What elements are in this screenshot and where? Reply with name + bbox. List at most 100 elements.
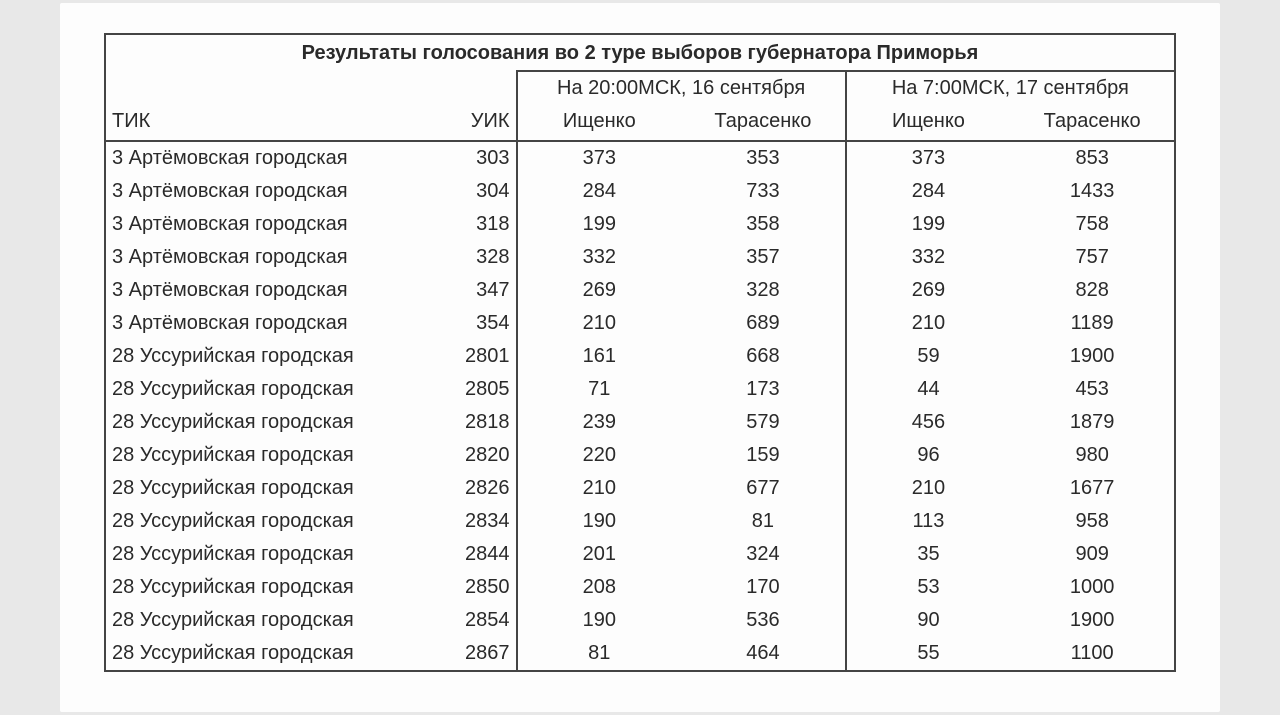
table-cell: 536 [681, 604, 846, 637]
col-tik: ТИК [105, 105, 434, 141]
table-cell: 3 Артёмовская городская [105, 274, 434, 307]
table-cell: 28 Уссурийская городская [105, 406, 434, 439]
table-cell: 354 [434, 307, 516, 340]
document-sheet: Результаты голосования во 2 туре выборов… [60, 3, 1220, 712]
table-cell: 3 Артёмовская городская [105, 307, 434, 340]
table-cell: 190 [517, 505, 682, 538]
table-cell: 35 [846, 538, 1011, 571]
col-g1b: Тарасенко [681, 105, 846, 141]
blank-header [105, 71, 434, 105]
table-cell: 373 [846, 141, 1011, 175]
table-cell: 161 [517, 340, 682, 373]
table-cell: 332 [846, 241, 1011, 274]
results-table: Результаты голосования во 2 туре выборов… [104, 33, 1176, 672]
table-cell: 332 [517, 241, 682, 274]
table-cell: 173 [681, 373, 846, 406]
table-cell: 269 [846, 274, 1011, 307]
table-cell: 347 [434, 274, 516, 307]
table-cell: 328 [434, 241, 516, 274]
group2-header: На 7:00МСК, 17 сентября [846, 71, 1175, 105]
table-cell: 3 Артёмовская городская [105, 175, 434, 208]
table-cell: 757 [1010, 241, 1175, 274]
table-cell: 28 Уссурийская городская [105, 439, 434, 472]
table-cell: 199 [517, 208, 682, 241]
table-cell: 328 [681, 274, 846, 307]
table-cell: 190 [517, 604, 682, 637]
table-cell: 909 [1010, 538, 1175, 571]
table-cell: 59 [846, 340, 1011, 373]
table-row: 3 Артёмовская городская318199358199758 [105, 208, 1175, 241]
table-row: 28 Уссурийская городская2850208170531000 [105, 571, 1175, 604]
table-cell: 2805 [434, 373, 516, 406]
table-cell: 304 [434, 175, 516, 208]
table-cell: 208 [517, 571, 682, 604]
table-cell: 113 [846, 505, 1011, 538]
table-cell: 55 [846, 637, 1011, 671]
table-cell: 71 [517, 373, 682, 406]
table-cell: 2850 [434, 571, 516, 604]
table-cell: 210 [517, 307, 682, 340]
table-cell: 90 [846, 604, 1011, 637]
table-row: 28 Уссурийская городская286781464551100 [105, 637, 1175, 671]
table-cell: 2801 [434, 340, 516, 373]
table-cell: 2820 [434, 439, 516, 472]
table-cell: 3 Артёмовская городская [105, 208, 434, 241]
table-cell: 1433 [1010, 175, 1175, 208]
table-cell: 733 [681, 175, 846, 208]
table-cell: 980 [1010, 439, 1175, 472]
table-row: 28 Уссурийская городская28057117344453 [105, 373, 1175, 406]
table-title: Результаты голосования во 2 туре выборов… [105, 34, 1175, 71]
table-cell: 210 [846, 472, 1011, 505]
table-cell: 284 [846, 175, 1011, 208]
table-cell: 28 Уссурийская городская [105, 472, 434, 505]
table-row: 28 Уссурийская городская2801161668591900 [105, 340, 1175, 373]
table-cell: 1100 [1010, 637, 1175, 671]
table-cell: 1879 [1010, 406, 1175, 439]
table-cell: 159 [681, 439, 846, 472]
blank-header [434, 71, 516, 105]
table-cell: 303 [434, 141, 516, 175]
table-cell: 353 [681, 141, 846, 175]
col-g2b: Тарасенко [1010, 105, 1175, 141]
table-row: 3 Артёмовская городская303373353373853 [105, 141, 1175, 175]
table-cell: 357 [681, 241, 846, 274]
table-cell: 269 [517, 274, 682, 307]
table-row: 3 Артёмовская городская328332357332757 [105, 241, 1175, 274]
table-cell: 579 [681, 406, 846, 439]
table-cell: 210 [846, 307, 1011, 340]
table-cell: 358 [681, 208, 846, 241]
table-cell: 53 [846, 571, 1011, 604]
table-cell: 324 [681, 538, 846, 571]
table-cell: 453 [1010, 373, 1175, 406]
table-cell: 199 [846, 208, 1011, 241]
table-cell: 81 [681, 505, 846, 538]
table-cell: 2844 [434, 538, 516, 571]
table-row: 3 Артёмовская городская3542106892101189 [105, 307, 1175, 340]
group1-header: На 20:00МСК, 16 сентября [517, 71, 846, 105]
table-cell: 2834 [434, 505, 516, 538]
table-cell: 689 [681, 307, 846, 340]
table-cell: 1900 [1010, 604, 1175, 637]
table-row: 28 Уссурийская городская2854190536901900 [105, 604, 1175, 637]
table-cell: 220 [517, 439, 682, 472]
table-cell: 456 [846, 406, 1011, 439]
table-cell: 2854 [434, 604, 516, 637]
table-cell: 28 Уссурийская городская [105, 571, 434, 604]
table-cell: 81 [517, 637, 682, 671]
table-cell: 28 Уссурийская городская [105, 637, 434, 671]
table-cell: 2867 [434, 637, 516, 671]
table-row: 3 Артёмовская городская3042847332841433 [105, 175, 1175, 208]
table-cell: 3 Артёмовская городская [105, 141, 434, 175]
col-g1a: Ищенко [517, 105, 682, 141]
table-cell: 28 Уссурийская городская [105, 538, 434, 571]
table-cell: 28 Уссурийская городская [105, 373, 434, 406]
table-cell: 958 [1010, 505, 1175, 538]
table-cell: 1189 [1010, 307, 1175, 340]
table-cell: 28 Уссурийская городская [105, 340, 434, 373]
table-cell: 3 Артёмовская городская [105, 241, 434, 274]
table-cell: 668 [681, 340, 846, 373]
table-cell: 677 [681, 472, 846, 505]
col-uik: УИК [434, 105, 516, 141]
table-cell: 1677 [1010, 472, 1175, 505]
table-row: 28 Уссурийская городская2826210677210167… [105, 472, 1175, 505]
